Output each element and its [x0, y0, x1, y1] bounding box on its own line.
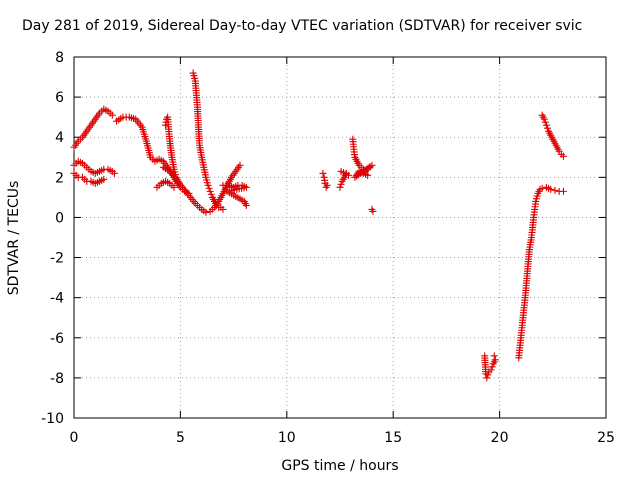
data-point: [206, 187, 214, 195]
y-tick-label: 8: [55, 50, 64, 66]
data-point: [491, 356, 499, 364]
x-tick-label: 20: [491, 430, 509, 446]
data-point: [337, 167, 345, 175]
series-arc-15: [515, 183, 567, 362]
data-point: [337, 180, 345, 188]
data-point: [551, 186, 559, 194]
x-tick-label: 15: [384, 430, 402, 446]
data-point: [540, 115, 548, 123]
x-tick-label: 25: [597, 430, 615, 446]
y-tick-label: 2: [55, 170, 64, 186]
series-arc-16: [538, 111, 567, 160]
series-arc-9: [219, 181, 250, 209]
data-point: [207, 190, 215, 198]
y-tick-label: 0: [55, 210, 64, 226]
data-point: [542, 121, 550, 129]
series-arc-4: [70, 169, 108, 187]
x-tick-label: 10: [278, 430, 296, 446]
data-point: [219, 205, 227, 213]
y-tick-label: 6: [55, 90, 64, 106]
y-tick-label: 4: [55, 130, 64, 146]
y-tick-label: -2: [50, 251, 64, 267]
series-arc-1: [70, 105, 116, 151]
y-tick-labels: -10 -8 -6 -4 -2 0 2 4 6 8: [41, 50, 64, 427]
data-point: [100, 175, 108, 183]
data-point: [170, 183, 178, 191]
data-point: [559, 187, 567, 195]
series-arc-11: [336, 167, 353, 191]
chart-title: Day 281 of 2019, Sidereal Day-to-day VTE…: [22, 18, 582, 34]
axis-ticks: [73, 56, 607, 419]
data-point: [538, 184, 546, 192]
data-point: [364, 171, 372, 179]
y-tick-label: -6: [50, 331, 64, 347]
x-tick-label: 0: [70, 430, 79, 446]
series-arc-12: [349, 135, 376, 181]
data-point: [242, 201, 250, 209]
data-point: [202, 208, 210, 216]
data-point: [541, 118, 549, 126]
data-point: [108, 111, 116, 119]
data-point: [319, 169, 327, 177]
series-arc-3: [70, 157, 118, 177]
x-axis-label: GPS time / hours: [281, 458, 398, 474]
data-point: [559, 152, 567, 160]
data-point: [490, 352, 498, 360]
data-point: [204, 181, 212, 189]
data-point: [205, 184, 213, 192]
data-point: [110, 169, 118, 177]
series-arc-14: [481, 352, 499, 382]
data-markers: [70, 69, 567, 382]
series-arc-10: [319, 169, 331, 191]
y-tick-label: -4: [50, 291, 64, 307]
data-point: [323, 181, 331, 189]
data-point: [483, 374, 491, 382]
grid-lines: [74, 57, 606, 418]
series-arc-6: [153, 177, 178, 191]
data-point: [543, 124, 551, 132]
x-tick-label: 5: [176, 430, 185, 446]
data-point: [369, 207, 377, 215]
data-point: [488, 363, 496, 371]
data-point: [484, 371, 492, 379]
y-tick-label: -10: [41, 411, 64, 427]
y-axis-label: SDTVAR / TECUs: [6, 181, 22, 296]
series-arc-13: [368, 205, 377, 215]
y-tick-label: -8: [50, 371, 64, 387]
data-point: [336, 183, 344, 191]
data-point: [547, 185, 555, 193]
series-arc-7: [189, 69, 227, 213]
series-arc-8: [159, 161, 244, 216]
x-tick-labels: 0 5 10 15 20 25: [70, 430, 615, 446]
data-point: [487, 366, 495, 374]
plot-frame: [73, 56, 607, 419]
data-point: [236, 161, 244, 169]
